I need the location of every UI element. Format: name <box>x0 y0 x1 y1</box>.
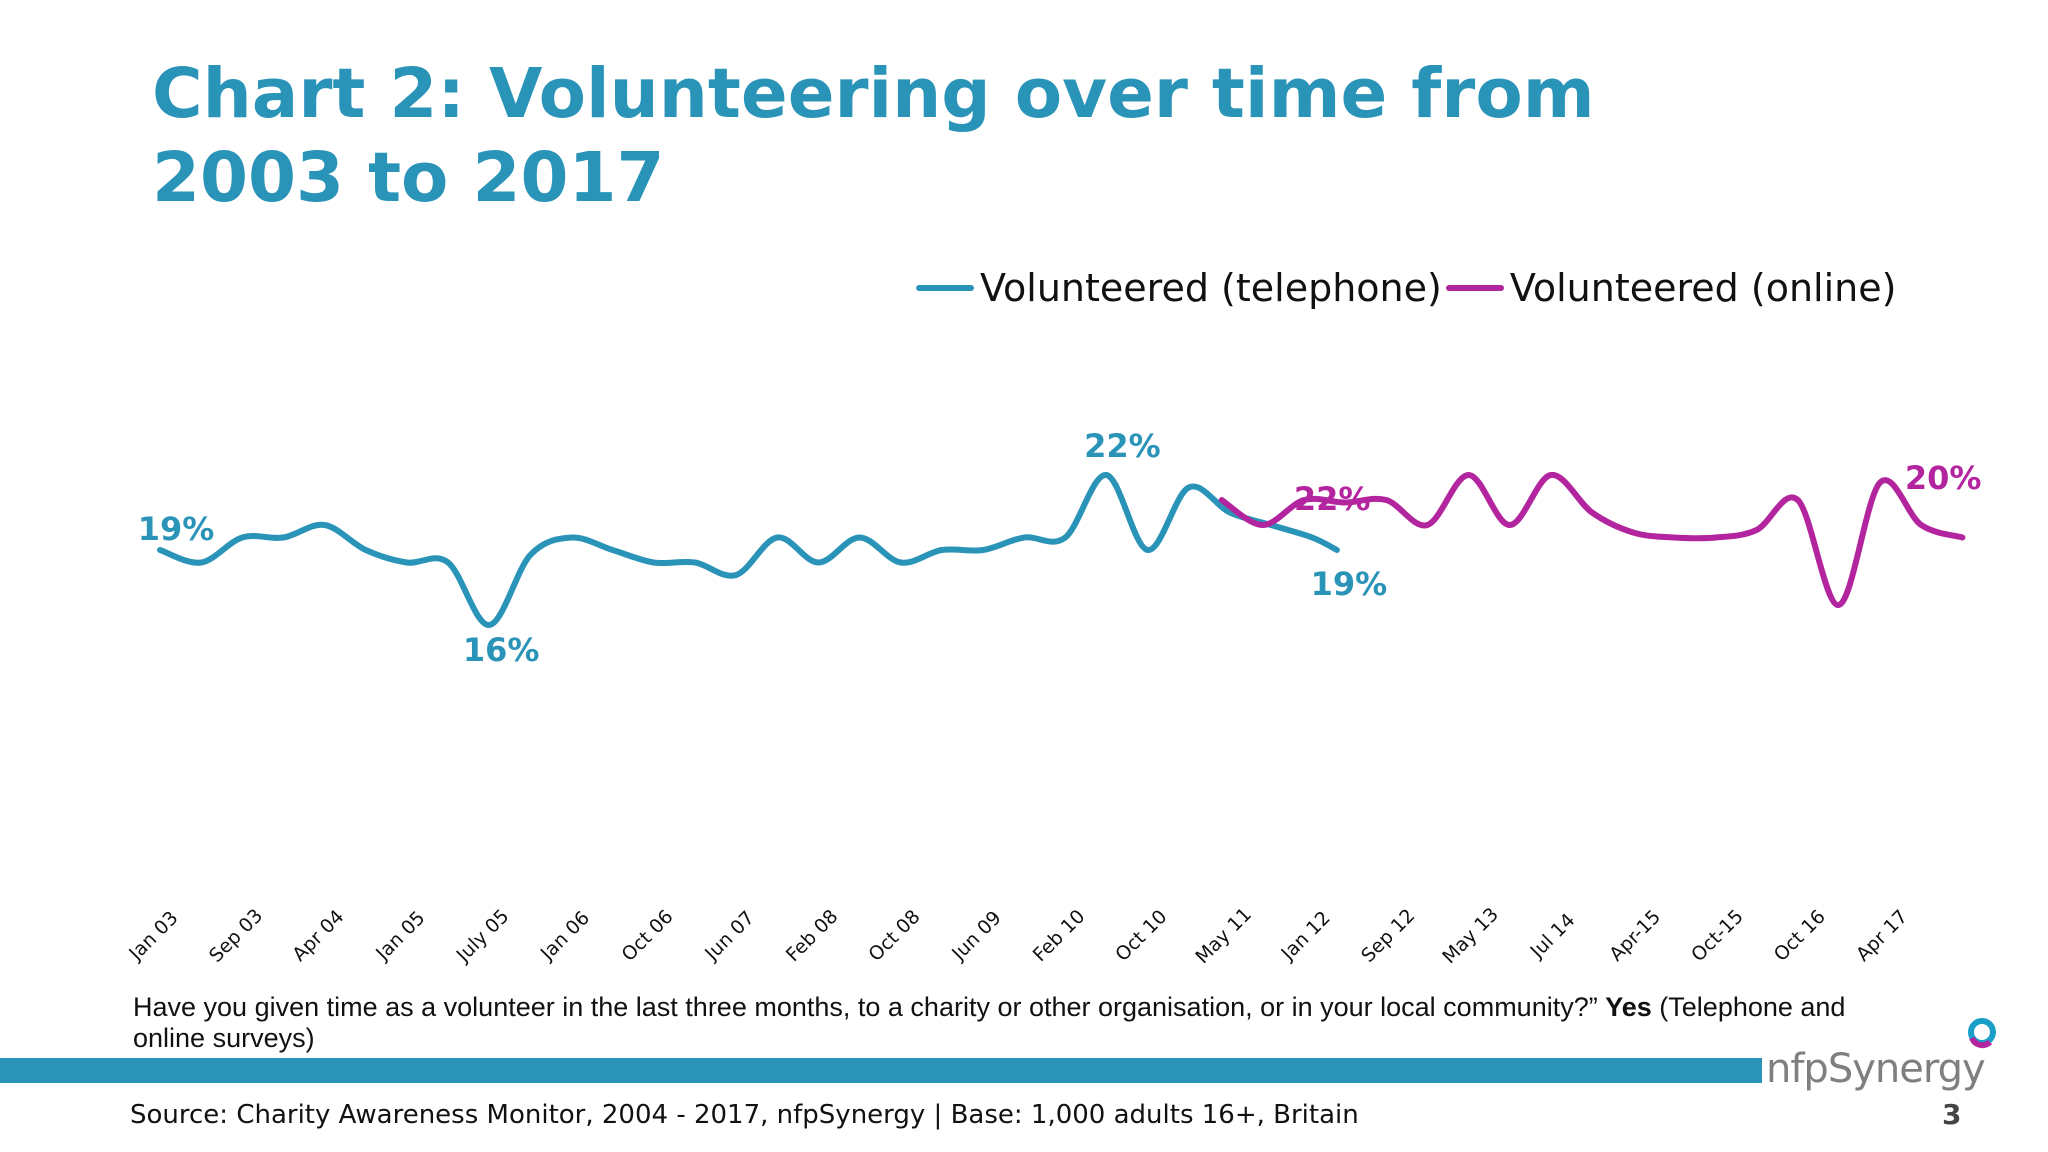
x-tick-label: May 13 <box>1438 903 1503 968</box>
logo-wordmark: nfpSynergy <box>1766 1046 1986 1092</box>
x-tick-label: Sep 03 <box>205 905 267 967</box>
x-tick-label: Oct 06 <box>617 906 677 966</box>
x-tick-label: Jun 07 <box>700 907 759 966</box>
x-tick-label: Oct-15 <box>1687 905 1748 966</box>
question-answer: Yes <box>1605 992 1652 1022</box>
data-label: 22% <box>1084 427 1161 465</box>
data-label: 16% <box>463 631 540 669</box>
x-tick-label: Jul 14 <box>1526 909 1580 963</box>
x-tick-label: Jan 06 <box>536 907 594 965</box>
x-tick-label: May 11 <box>1191 903 1256 968</box>
data-label: 20% <box>1905 459 1982 497</box>
x-tick-label: Jan 12 <box>1276 907 1334 965</box>
legend-item-telephone: Volunteered (telephone) <box>916 266 1442 310</box>
line-chart: 19% 16% 22% 19% 22% 20% Jan 03 Sep 03 Apr 04 Jan … <box>124 427 1982 968</box>
question-text: Have you given time as a volunteer in th… <box>133 992 1606 1022</box>
nfpsynergy-logo: nfpSynergy <box>1766 1012 2006 1102</box>
footer-bar <box>0 1058 1762 1083</box>
x-tick-label: Apr 04 <box>288 906 348 966</box>
x-tick-label: Feb 08 <box>782 905 843 966</box>
page-title: Chart 2: Volunteering over time from 200… <box>152 54 1595 218</box>
data-label: 19% <box>138 510 215 548</box>
series-line-online <box>1218 472 1966 608</box>
legend-label-online: Volunteered (online) <box>1509 266 1897 310</box>
question-tail: (Telephone and online surveys) <box>133 992 1846 1053</box>
page-number: 3 <box>1942 1098 1962 1131</box>
x-tick-label: July 05 <box>452 905 514 967</box>
x-tick-label: Sep 12 <box>1357 905 1419 967</box>
x-tick-label: Oct 08 <box>864 906 924 966</box>
x-tick-label: Oct 10 <box>1111 906 1171 966</box>
legend-item-online: Volunteered (online) <box>1445 266 1897 310</box>
chart-legend: Volunteered (telephone) Volunteered (onl… <box>916 266 1896 310</box>
logo-ring-icon <box>1968 1018 1996 1049</box>
x-tick-label: Apr-15 <box>1605 906 1665 966</box>
x-tick-label: Jan 03 <box>124 907 182 965</box>
legend-swatch-online <box>1445 285 1504 291</box>
x-tick-label: Feb 10 <box>1029 905 1090 966</box>
data-label: 19% <box>1311 565 1388 603</box>
data-label: 22% <box>1294 480 1371 518</box>
source-note: Source: Charity Awareness Monitor, 2004 … <box>130 1100 1359 1130</box>
x-tick-label: Oct 16 <box>1770 906 1830 966</box>
legend-label-telephone: Volunteered (telephone) <box>980 266 1442 310</box>
series-line-telephone <box>157 472 1340 628</box>
x-tick-label: Jun 09 <box>947 907 1006 966</box>
legend-swatch-telephone <box>916 285 974 291</box>
survey-question: Have you given time as a volunteer in th… <box>133 992 1913 1054</box>
x-tick-label: Jan 05 <box>371 907 429 965</box>
x-tick-label: Apr 17 <box>1852 906 1912 966</box>
